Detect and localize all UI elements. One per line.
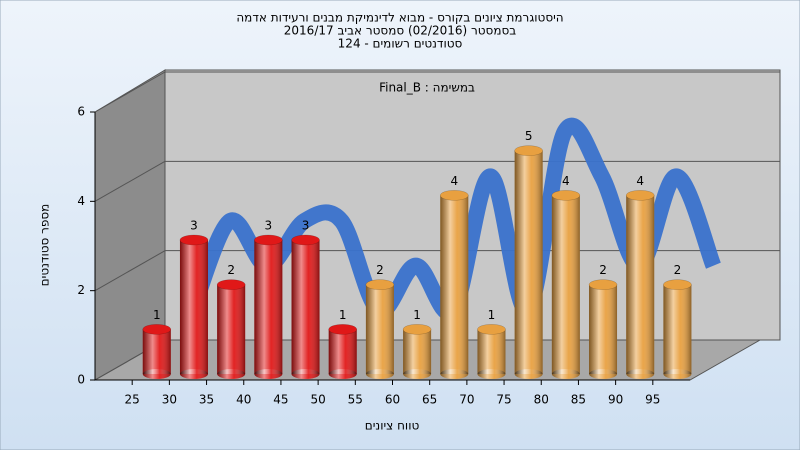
bar-shade <box>589 284 618 374</box>
bar-shade <box>626 195 655 374</box>
y-tick-label: 0 <box>77 373 85 387</box>
bar-top <box>254 234 283 246</box>
x-tick-label: 35 <box>199 393 214 407</box>
bar-shade <box>328 329 357 374</box>
x-tick-label: 90 <box>608 393 623 407</box>
chart-title: היסטוגרמת ציונים בקורס - מבוא לדינמיקת מ… <box>236 11 563 25</box>
bar-shade <box>514 150 543 374</box>
x-tick-label: 30 <box>162 393 177 407</box>
x-tick-label: 80 <box>534 393 549 407</box>
bar-shade <box>142 329 171 374</box>
x-tick-label: 60 <box>385 393 400 407</box>
bar-top <box>291 234 320 246</box>
x-tick-label: 65 <box>422 393 437 407</box>
y-axis-label: מספר סטודנטים <box>38 204 52 287</box>
x-tick-label: 95 <box>645 393 660 407</box>
x-tick-label: 45 <box>273 393 288 407</box>
data-label: 1 <box>413 308 421 322</box>
data-label: 2 <box>674 263 682 277</box>
data-label: 1 <box>339 308 347 322</box>
data-label: 5 <box>525 129 533 143</box>
annotation: במשימה : Final_B <box>379 81 475 95</box>
data-label: 1 <box>153 308 161 322</box>
data-label: 4 <box>562 174 570 188</box>
y-tick-label: 2 <box>77 283 85 297</box>
bar-top <box>216 279 246 290</box>
bar-top <box>179 234 209 246</box>
bar-top <box>440 190 469 201</box>
data-label: 2 <box>376 263 384 277</box>
x-tick-label: 25 <box>125 393 140 407</box>
y-tick-label: 4 <box>77 194 85 208</box>
bar-top <box>663 279 692 290</box>
data-label: 3 <box>302 219 310 233</box>
bar-shade <box>291 240 320 374</box>
y-tick-label: 6 <box>77 105 85 119</box>
x-tick-label: 75 <box>496 393 511 407</box>
data-label: 4 <box>450 174 458 188</box>
bar-top <box>142 324 172 335</box>
bar-shade <box>217 284 246 374</box>
bar-top <box>477 324 506 335</box>
bar-shade <box>477 329 506 374</box>
data-label: 3 <box>265 219 273 233</box>
bar-top <box>402 324 432 335</box>
grid-line <box>94 250 166 292</box>
x-tick-label: 85 <box>571 393 586 407</box>
grid-line <box>94 160 166 202</box>
x-tick-label: 70 <box>459 393 474 407</box>
data-label: 3 <box>190 219 198 233</box>
marks: 1 3 2 3 3 1 2 1 4 1 5 4 2 4 2 <box>142 117 721 379</box>
bar-top <box>514 145 543 156</box>
data-label: 1 <box>488 308 496 322</box>
x-axis-label: טווח ציונים <box>365 419 420 433</box>
bar-shade <box>254 240 283 374</box>
bar-top <box>551 190 581 201</box>
bar-shade <box>551 195 580 374</box>
bar-shade <box>403 329 432 374</box>
grid-line <box>94 71 166 113</box>
chart-subtitle: סטודנטים רשומים - 124 <box>338 37 463 51</box>
chart-subtitle: בסמסטר (02/2016) סמסטר אביב 2016/17 <box>284 24 516 38</box>
bar-shade <box>179 240 208 374</box>
bar-top <box>588 279 618 290</box>
bar-top <box>365 279 395 290</box>
bar-shade <box>440 195 469 374</box>
x-tick-label: 50 <box>310 393 325 407</box>
data-label: 4 <box>636 174 644 188</box>
bar-top <box>625 190 655 201</box>
data-label: 2 <box>599 263 607 277</box>
data-label: 2 <box>227 263 235 277</box>
bar-shade <box>365 284 394 374</box>
x-tick-label: 40 <box>236 393 251 407</box>
bar-shade <box>663 284 692 374</box>
bar-top <box>328 324 357 335</box>
x-tick-label: 55 <box>348 393 363 407</box>
